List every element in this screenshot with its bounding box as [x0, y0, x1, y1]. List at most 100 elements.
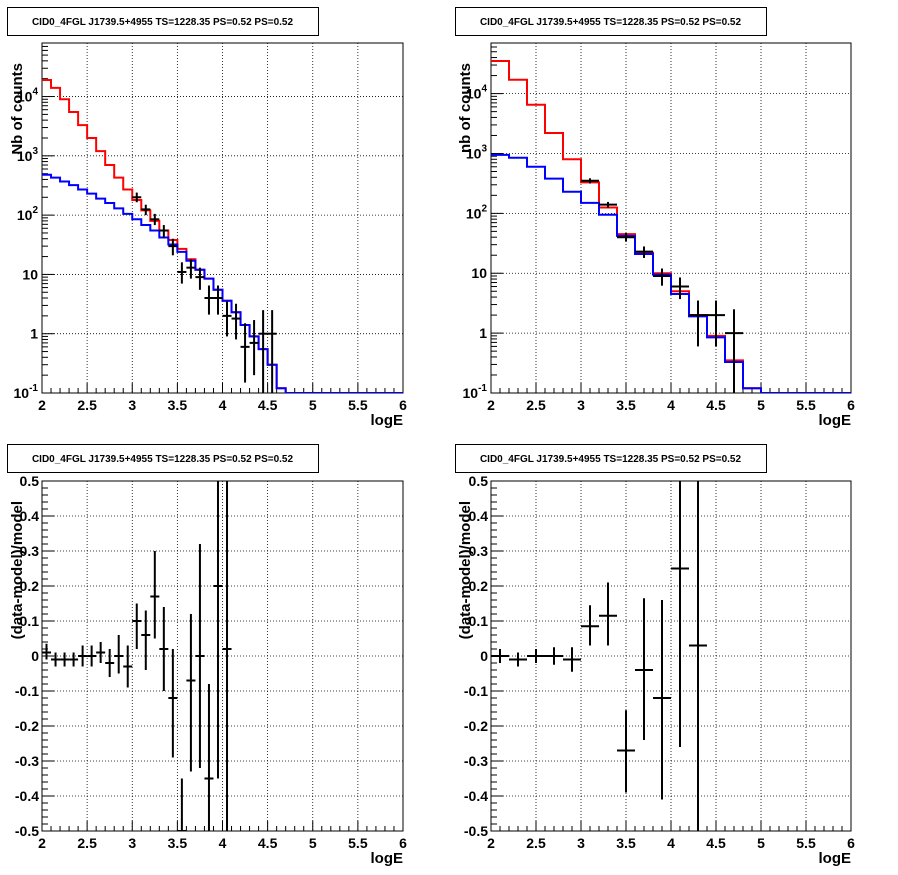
chart-title-box	[455, 444, 767, 473]
y-tick-label: -0.5	[15, 823, 39, 839]
x-axis: 2 2.5 3 3.5 4 4.5 5 5.5 6	[487, 821, 855, 851]
x-tick-label: 2	[38, 835, 46, 851]
x-tick-label: 5	[757, 397, 765, 413]
x-tick-label: 5.5	[796, 835, 816, 851]
y-axis: 10-1 1 10 102 103 104	[14, 42, 54, 401]
y-tick-label: -0.2	[15, 718, 39, 734]
data-point	[204, 285, 214, 315]
data-point	[213, 285, 223, 315]
x-tick-label: 2.5	[526, 835, 546, 851]
residual-point	[168, 649, 178, 758]
x-tick-label: 2.5	[77, 397, 97, 413]
x-tick-label: 2	[38, 397, 46, 413]
x-tick-label: 4	[667, 835, 675, 851]
residual-point	[51, 652, 61, 667]
x-tick-label: 3	[128, 397, 136, 413]
y-tick-label: 102	[17, 205, 39, 223]
data-point	[581, 178, 599, 184]
x-tick-label: 4	[219, 397, 227, 413]
residual-point	[213, 481, 223, 779]
data-point	[141, 204, 151, 216]
data-layer	[42, 481, 232, 831]
y-tick-label: 0.2	[469, 578, 489, 594]
x-axis-label: logE	[819, 850, 852, 867]
residual-point	[114, 635, 124, 674]
y-tick-label: 0.5	[20, 473, 40, 489]
residual-point	[132, 603, 142, 649]
x-tick-label: 3.5	[616, 835, 636, 851]
x-tick-label: 2	[487, 835, 495, 851]
y-tick-label: 104	[466, 84, 488, 102]
data-point	[168, 238, 178, 256]
x-tick-label: 5	[309, 835, 317, 851]
y-tick-label: -0.1	[464, 683, 488, 699]
x-tick-label: 3.5	[168, 835, 188, 851]
y-tick-label: -0.4	[15, 788, 39, 804]
x-tick-label: 4.5	[706, 397, 726, 413]
y-axis-label: nb of counts	[457, 63, 474, 153]
y-tick-label: -0.2	[464, 718, 488, 734]
data-layer	[491, 481, 707, 831]
y-tick-label: -0.4	[464, 788, 488, 804]
x-tick-label: 2.5	[77, 835, 97, 851]
histogram-series-2	[42, 173, 403, 393]
chart-title-box	[7, 444, 319, 473]
residual-point	[671, 481, 689, 747]
y-tick-label: 0.5	[469, 473, 489, 489]
x-axis-label: logE	[371, 850, 404, 867]
residual-point	[87, 645, 97, 667]
x-tick-label: 5.5	[348, 835, 368, 851]
y-tick-label: 10-1	[463, 383, 488, 401]
data-point	[599, 201, 617, 208]
chart-title: CID0_4FGL J1739.5+4955 TS=1228.35 PS=0.5…	[480, 17, 742, 28]
chart-title: CID0_4FGL J1739.5+4955 TS=1228.35 PS=0.5…	[32, 454, 294, 465]
data-point	[249, 320, 259, 376]
y-tick-label: 102	[466, 203, 488, 221]
x-tick-label: 4	[667, 397, 675, 413]
y-tick-label: 0	[31, 648, 39, 664]
residual-point	[78, 645, 88, 667]
x-tick-label: 6	[399, 397, 407, 413]
residual-point	[617, 710, 635, 793]
y-tick-label: 0.4	[469, 508, 489, 524]
y-axis: -0.5 -0.4 -0.3 -0.2 -0.1 0 0.1 0.2 0.3 0.4 0.5	[464, 473, 503, 839]
y-tick-label: 0.3	[469, 543, 489, 559]
data-point	[159, 225, 169, 238]
data-point	[240, 323, 250, 383]
y-tick-label: 103	[17, 146, 39, 164]
x-axis: 2 2.5 3 3.5 4 4.5 5 5.5 6	[38, 383, 407, 413]
residual-point	[653, 600, 671, 800]
data-layer	[42, 79, 403, 393]
y-axis-label: (data-model)/model	[457, 501, 474, 639]
x-tick-label: 3	[128, 835, 136, 851]
y-tick-label: -0.5	[464, 823, 488, 839]
y-axis-label: (data-model)/model	[9, 501, 26, 639]
y-tick-label: 10	[22, 266, 38, 282]
residual-point	[599, 582, 617, 646]
data-layer	[491, 60, 851, 393]
data-point	[635, 246, 653, 258]
residual-point	[186, 614, 196, 772]
chart-title: CID0_4FGL J1739.5+4955 TS=1228.35 PS=0.5…	[480, 454, 742, 465]
x-tick-label: 6	[399, 835, 407, 851]
histogram-series-2	[491, 153, 851, 393]
chart-panel-4: 2 2.5 3 3.5 4 4.5 5 5.5 6logE-0.5-0.4-0.3-0.2-0.…	[455, 444, 855, 867]
y-tick-label: 0	[480, 648, 488, 664]
residual-point	[150, 551, 160, 639]
x-tick-label: 2.5	[526, 397, 546, 413]
data-point	[671, 277, 689, 300]
grid	[41, 43, 404, 394]
data-point	[653, 268, 671, 286]
y-tick-label: 103	[466, 143, 488, 161]
residual-point	[159, 607, 169, 691]
chart-title-box	[455, 7, 767, 36]
residual-point	[491, 649, 509, 663]
x-axis: 2 2.5 3 3.5 4 4.5 5 5.5 6	[487, 383, 855, 413]
y-axis-label: Nb of counts	[9, 63, 26, 155]
y-tick-label: 0.3	[20, 543, 40, 559]
data-point	[617, 232, 635, 242]
residual-point	[527, 649, 545, 663]
x-tick-label: 4	[219, 835, 227, 851]
residual-point	[689, 481, 707, 831]
data-point	[150, 213, 160, 226]
